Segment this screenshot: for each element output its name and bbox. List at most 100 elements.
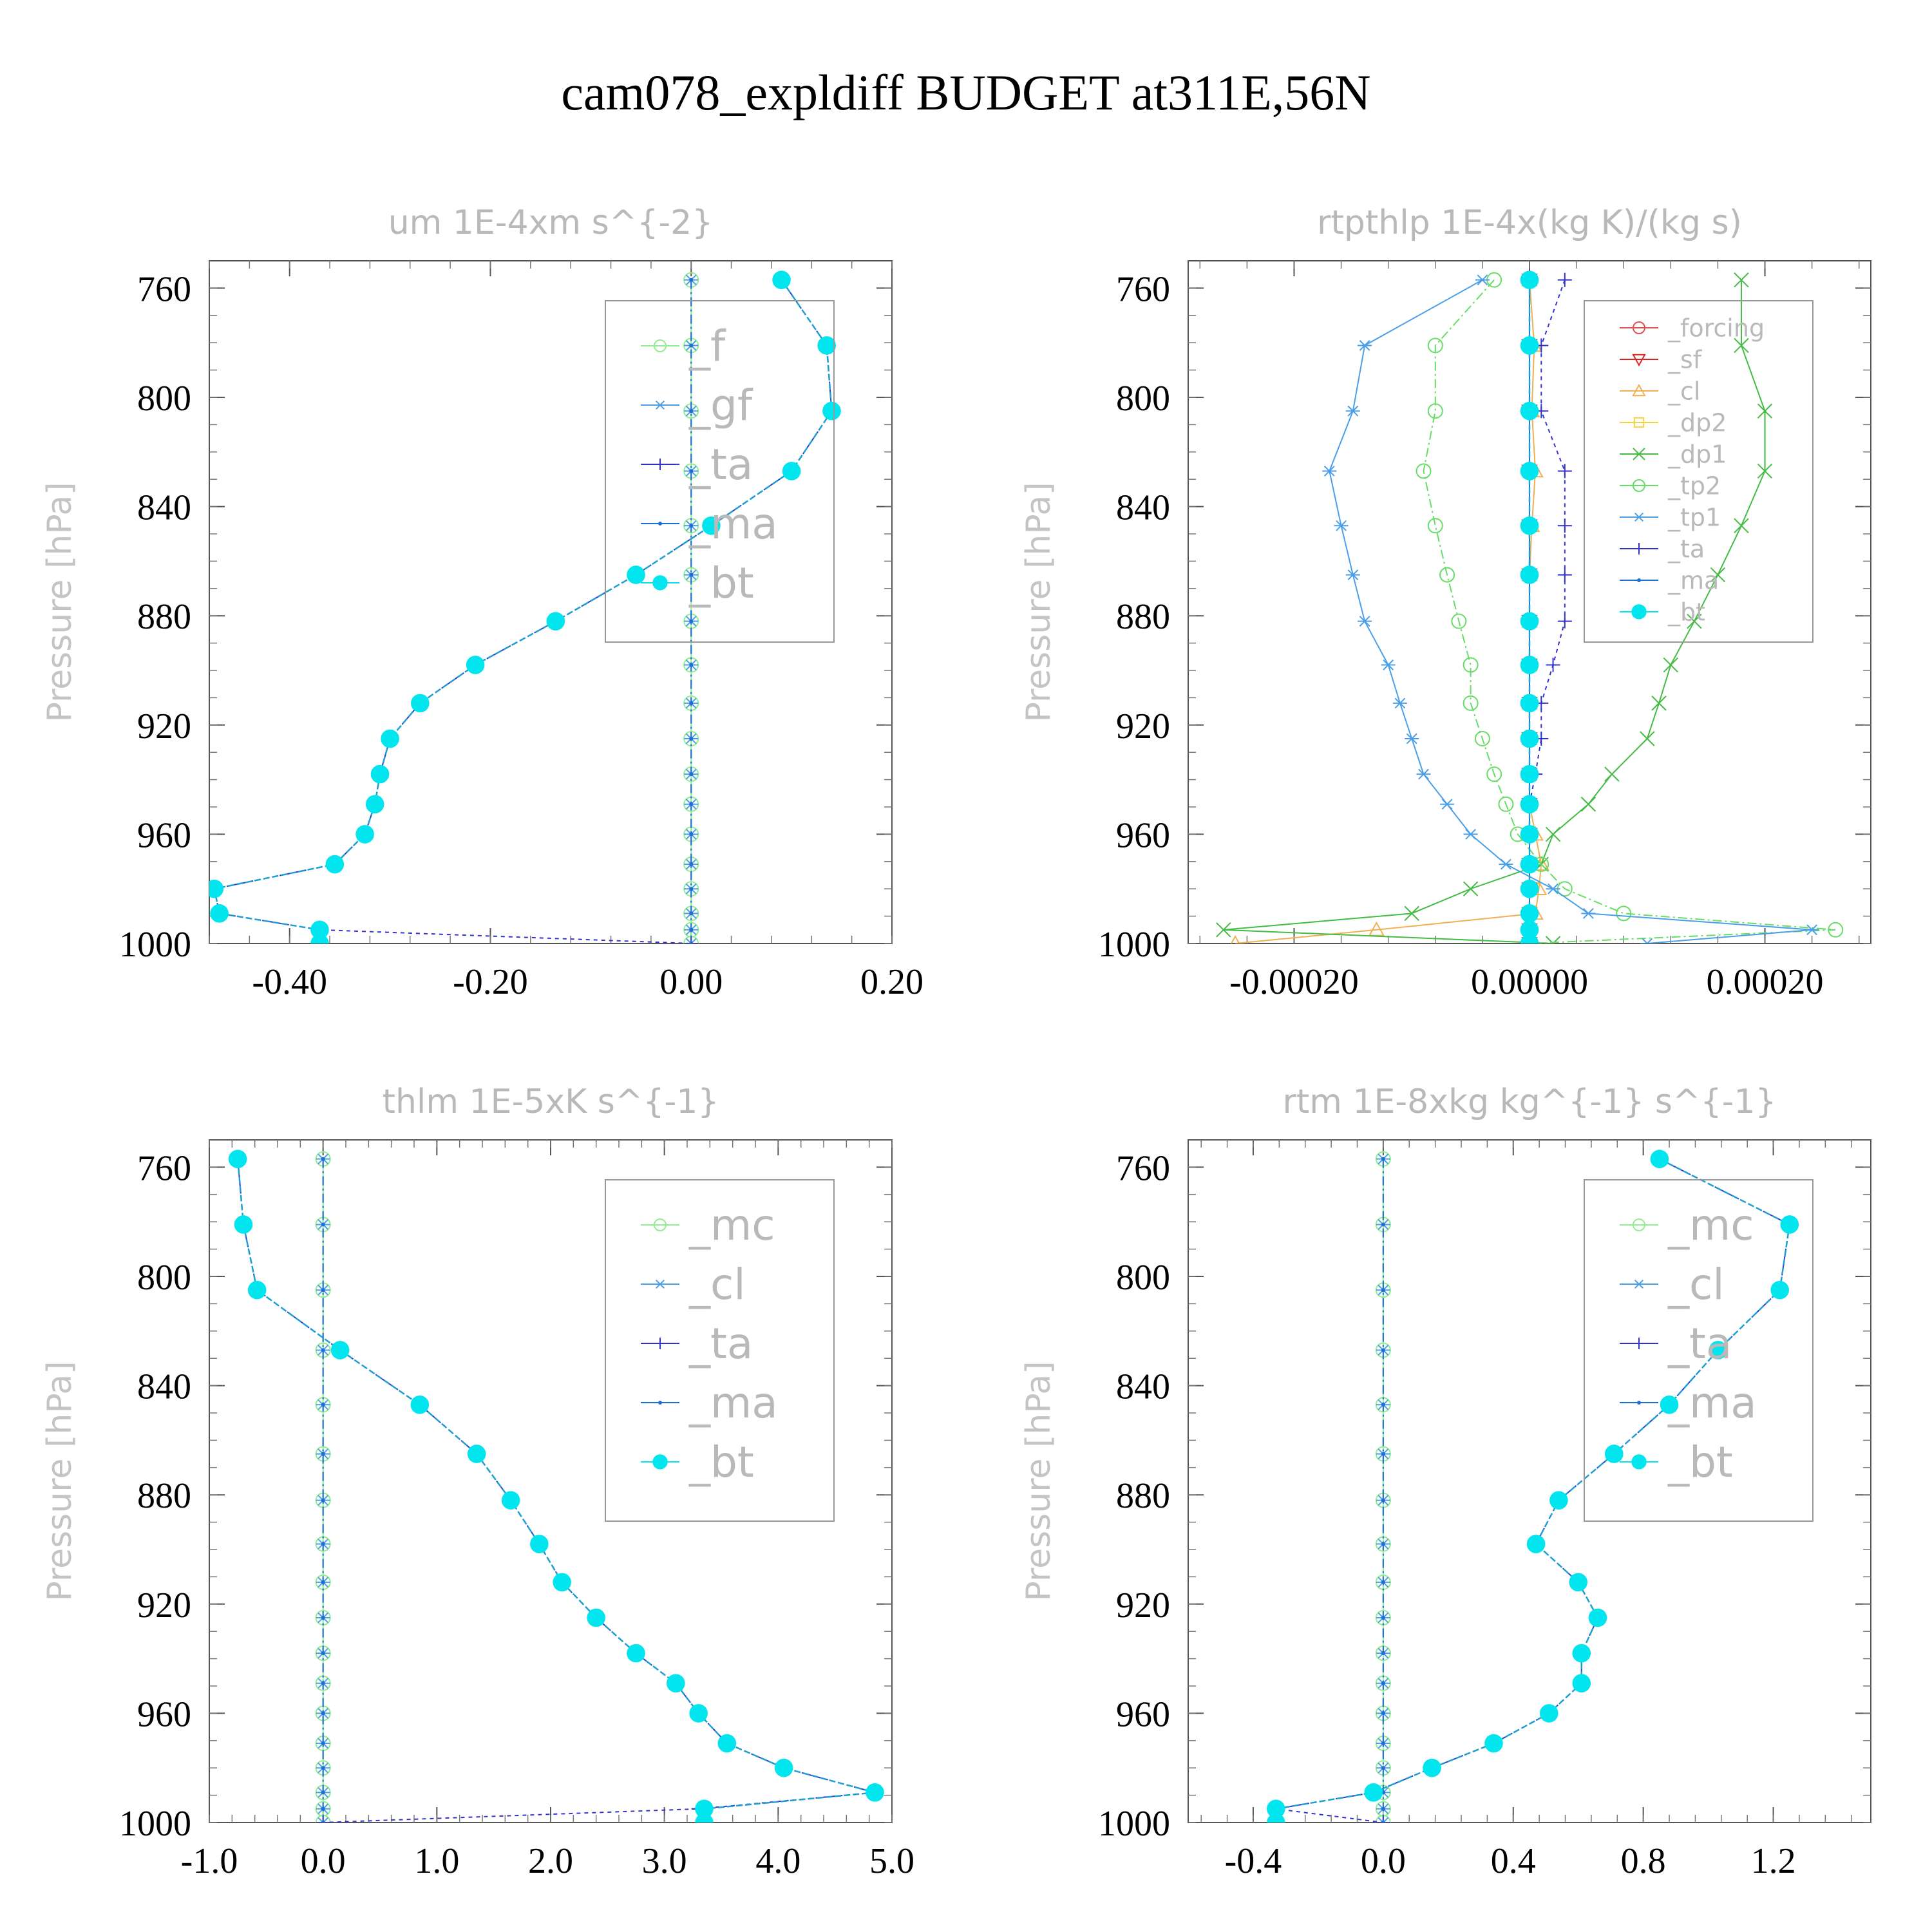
- data-point: [1381, 1498, 1385, 1502]
- data-point: [1520, 904, 1539, 923]
- data-point: [1439, 567, 1455, 583]
- legend-label: _forcing: [1667, 314, 1765, 342]
- data-point: [1498, 796, 1514, 812]
- y-tick-label: 840: [137, 1367, 191, 1407]
- data-point: [689, 737, 694, 741]
- y-tick-label: 920: [137, 1586, 191, 1625]
- data-point: [1358, 340, 1372, 351]
- data-point: [1709, 1341, 1728, 1359]
- data-point: [1557, 464, 1572, 478]
- series-ma: [321, 1157, 325, 1823]
- series-bt: [1266, 1150, 1799, 1823]
- data-point: [1368, 921, 1385, 936]
- data-point: [316, 1815, 330, 1823]
- legend-marker: [1633, 448, 1645, 460]
- data-point: [689, 802, 694, 806]
- data-point: [782, 462, 801, 480]
- data-point: [1546, 883, 1560, 895]
- data-point: [321, 1821, 325, 1823]
- series-line: [1529, 279, 1566, 943]
- data-point: [689, 343, 694, 348]
- legend-entry: _tp2: [1620, 471, 1721, 500]
- legend-entry: _ma: [1620, 1378, 1757, 1428]
- y-tick-label: 880: [1116, 597, 1170, 637]
- series-line: [1235, 279, 1542, 943]
- data-point: [1266, 1799, 1285, 1819]
- data-point: [411, 694, 430, 713]
- data-point: [321, 1741, 325, 1746]
- data-point: [1604, 766, 1620, 782]
- data-point: [1757, 403, 1773, 419]
- data-point: [1376, 1815, 1390, 1823]
- data-point: [1526, 1535, 1546, 1553]
- series-ma: [689, 278, 694, 943]
- data-point: [1710, 567, 1726, 583]
- data-point: [321, 1651, 325, 1656]
- y-axis-label: Pressure [hPa]: [41, 1361, 79, 1602]
- y-tick-label: 800: [1116, 1258, 1170, 1298]
- data-point: [1405, 733, 1419, 744]
- legend-entry: _cl: [1620, 377, 1700, 405]
- data-point: [325, 855, 345, 874]
- figure-title: cam078_expldiff BUDGET at311E,56N: [561, 64, 1370, 120]
- data-point: [774, 1758, 793, 1777]
- data-point: [1381, 1157, 1385, 1161]
- data-point: [1381, 1222, 1385, 1227]
- x-tick-label: 4.0: [755, 1841, 800, 1881]
- data-point: [1640, 731, 1655, 746]
- data-point: [1381, 1542, 1385, 1546]
- series-line: [236, 1159, 875, 1823]
- legend-entry: _ta: [1620, 1319, 1732, 1368]
- data-point: [370, 764, 390, 784]
- data-point: [1364, 1783, 1383, 1802]
- legend-entry: _ta: [1620, 535, 1705, 563]
- x-tick-label: 0.8: [1621, 1841, 1666, 1881]
- data-point: [1230, 934, 1240, 943]
- legend-label: _ta: [1667, 535, 1705, 563]
- data-point: [228, 1150, 247, 1168]
- data-point: [310, 920, 329, 940]
- data-point: [689, 619, 694, 623]
- x-tick-label: -0.20: [453, 962, 528, 1002]
- data-point: [1520, 694, 1539, 713]
- data-point: [689, 278, 694, 282]
- data-point: [1463, 881, 1479, 896]
- data-point: [316, 1817, 330, 1823]
- data-point: [1381, 1403, 1385, 1407]
- legend-marker: [1633, 417, 1645, 428]
- panel-1: um 1E-4xm s^{-2} Pressure [hPa] 760 800 840 8…: [41, 204, 923, 1002]
- y-tick-label: 760: [1116, 1148, 1170, 1188]
- series-line: [1275, 1158, 1791, 1823]
- data-point: [1557, 518, 1572, 533]
- data-point: [689, 832, 694, 837]
- y-tick-label: 920: [137, 706, 191, 746]
- y-tick-label: 840: [137, 488, 191, 528]
- legend-marker: [654, 400, 666, 410]
- data-point: [1545, 826, 1561, 842]
- data-point: [1381, 1711, 1385, 1716]
- data-point: [1499, 858, 1513, 870]
- x-tick-label: 0.00000: [1471, 962, 1588, 1002]
- data-point: [1463, 828, 1478, 840]
- data-point: [1572, 1674, 1591, 1693]
- legend-label: _ta: [688, 1319, 753, 1368]
- data-point: [1358, 616, 1372, 627]
- series-line: [1329, 279, 1812, 943]
- data-point: [1427, 403, 1443, 419]
- series-bt: [1520, 270, 1539, 943]
- data-point: [1520, 764, 1539, 784]
- legend-label: _gf: [688, 381, 753, 430]
- data-point: [1520, 920, 1539, 940]
- series-ta: [209, 272, 839, 943]
- data-point: [1345, 569, 1360, 581]
- legend-label: _mc: [688, 1200, 775, 1250]
- data-point: [1416, 463, 1432, 479]
- legend-entry: _bt: [1620, 1437, 1733, 1487]
- x-tick-label: 0.00020: [1707, 962, 1824, 1002]
- data-point: [466, 656, 485, 674]
- legend-label: _ma: [688, 1378, 778, 1428]
- legend: _mc _cl _ta _ma _bt: [605, 1179, 835, 1522]
- legend-marker: [1632, 383, 1646, 397]
- legend-marker: [654, 1279, 666, 1289]
- legend-entry: _tp1: [1620, 503, 1721, 531]
